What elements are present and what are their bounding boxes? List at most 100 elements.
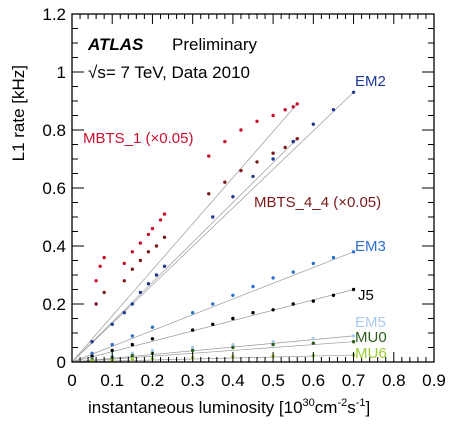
data-point bbox=[146, 250, 151, 254]
fit-line bbox=[71, 103, 298, 363]
data-point bbox=[231, 195, 235, 199]
data-point bbox=[130, 267, 135, 271]
y-tick-label: 0.2 bbox=[42, 295, 66, 314]
fit-line bbox=[71, 251, 354, 363]
data-point bbox=[223, 180, 227, 184]
data-point bbox=[138, 241, 143, 245]
energy-label: √s= 7 TeV, Data 2010 bbox=[88, 63, 250, 82]
data-point bbox=[283, 108, 287, 112]
x-tick-label: 0.8 bbox=[382, 371, 406, 390]
data-point bbox=[231, 293, 235, 297]
series-label: MBTS_1 (×0.05) bbox=[83, 130, 193, 147]
data-point bbox=[311, 341, 316, 345]
data-point bbox=[150, 348, 155, 353]
data-point bbox=[130, 342, 135, 347]
data-point bbox=[295, 137, 299, 141]
data-point bbox=[190, 311, 195, 315]
data-point bbox=[130, 357, 135, 361]
x-tick-label: 0.5 bbox=[261, 371, 285, 390]
data-point bbox=[271, 342, 275, 347]
data-point bbox=[311, 299, 316, 303]
data-point bbox=[251, 174, 255, 179]
data-point bbox=[295, 102, 299, 106]
data-point bbox=[311, 337, 316, 341]
tick-labels: 0 0.1 0.2 0.3 0.4 0.5 0.6 0.7 0.8 0.9 0 0.2 0.4 0.6 0.… bbox=[42, 5, 445, 390]
data-point bbox=[90, 351, 94, 355]
data-point bbox=[162, 264, 167, 268]
series-labels: MBTS_1 (×0.05) MBTS_4_4 (×0.05) EM2 EM3 J5 EM… bbox=[83, 73, 387, 362]
data-point bbox=[190, 328, 195, 332]
data-point bbox=[231, 316, 235, 321]
data-point bbox=[162, 235, 167, 239]
axis-ticks bbox=[71, 13, 435, 363]
data-point bbox=[138, 258, 143, 263]
data-point bbox=[283, 145, 287, 150]
data-point bbox=[271, 276, 275, 280]
data-point bbox=[122, 311, 126, 315]
data-point bbox=[122, 261, 126, 266]
data-point bbox=[207, 192, 211, 196]
y-tick-label: 1 bbox=[57, 63, 66, 82]
data-point bbox=[271, 308, 275, 312]
data-point bbox=[271, 151, 275, 155]
data-point bbox=[190, 345, 195, 350]
series-label: EM5 bbox=[355, 314, 386, 331]
series-label: MU0 bbox=[355, 329, 387, 346]
data-point bbox=[351, 287, 356, 292]
series-label: J5 bbox=[358, 287, 374, 304]
fit-line bbox=[71, 138, 298, 363]
data-point bbox=[138, 290, 143, 295]
x-axis-title: instantaneous luminosity [1030cm-2s-1] bbox=[88, 397, 370, 417]
fit-line bbox=[71, 335, 354, 363]
fit-line bbox=[71, 341, 354, 363]
data-point bbox=[231, 345, 235, 350]
data-point bbox=[150, 325, 155, 329]
data-point bbox=[231, 342, 235, 347]
data-point bbox=[239, 128, 243, 132]
data-point bbox=[311, 122, 316, 126]
x-tick-label: 0.2 bbox=[141, 371, 165, 390]
fit-line bbox=[71, 92, 354, 363]
data-point bbox=[251, 284, 255, 289]
data-point bbox=[150, 226, 155, 231]
data-point bbox=[351, 90, 356, 95]
data-point bbox=[331, 108, 336, 112]
data-point bbox=[255, 119, 259, 124]
y-tick-label: 0.8 bbox=[42, 121, 66, 140]
data-point bbox=[94, 279, 98, 283]
data-point bbox=[211, 322, 215, 326]
data-point bbox=[207, 154, 211, 158]
data-point bbox=[90, 354, 94, 358]
data-point bbox=[271, 113, 275, 118]
data-point bbox=[154, 273, 159, 277]
data-point bbox=[110, 348, 114, 353]
series-label: MU6 bbox=[355, 345, 387, 362]
data-point bbox=[130, 353, 135, 358]
data-point bbox=[102, 290, 106, 295]
x-tick-label: 0.4 bbox=[221, 371, 245, 390]
preliminary-label: Preliminary bbox=[172, 35, 258, 54]
data-point bbox=[251, 311, 255, 315]
data-point bbox=[130, 250, 135, 254]
y-tick-label: 1.2 bbox=[42, 5, 66, 24]
data-point bbox=[351, 340, 356, 344]
data-point bbox=[211, 215, 215, 219]
data-point bbox=[311, 261, 316, 266]
data-point bbox=[351, 334, 356, 338]
data-point bbox=[98, 264, 102, 268]
data-point bbox=[223, 139, 227, 144]
data-point bbox=[190, 348, 195, 353]
data-point bbox=[110, 342, 114, 347]
data-point bbox=[211, 302, 215, 306]
y-tick-label: 0 bbox=[57, 353, 66, 372]
series-label: EM2 bbox=[355, 73, 386, 90]
data-point bbox=[90, 340, 94, 344]
data-point bbox=[271, 340, 275, 344]
series-label: EM3 bbox=[355, 238, 386, 255]
x-tick-label: 0.3 bbox=[181, 371, 205, 390]
data-point bbox=[150, 337, 155, 341]
data-point bbox=[331, 255, 336, 260]
data-point bbox=[110, 322, 114, 326]
